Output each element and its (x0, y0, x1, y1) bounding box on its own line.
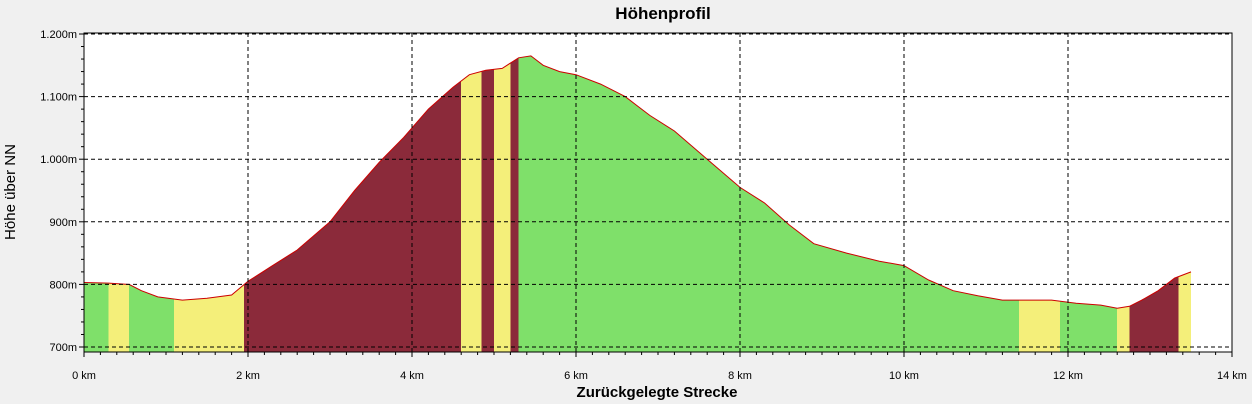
x-tick-label: 10 km (889, 370, 919, 382)
x-tick-label: 2 km (236, 370, 260, 382)
y-tick-label: 1.100m (40, 92, 77, 104)
x-tick-label: 4 km (400, 370, 424, 382)
x-tick-label: 6 km (564, 370, 588, 382)
grid-layer (84, 33, 1232, 352)
chart-title: Höhenprofil (615, 4, 710, 23)
x-axis-label: Zurückgelegte Strecke (577, 384, 738, 401)
x-tick-label: 8 km (728, 370, 752, 382)
y-tick-label: 900m (49, 217, 77, 229)
y-tick-label: 700m (49, 342, 77, 354)
elevation-area-layer (84, 55, 1192, 352)
y-axis-label: Höhe über NN (2, 144, 19, 240)
tick-layer: 700m 800m 900m 1.000m 1.100m 1.200m 0 km 2 km 4 … (40, 29, 1247, 382)
x-tick-label: 14 km (1217, 370, 1247, 382)
x-tick-label: 12 km (1053, 370, 1083, 382)
elevation-area (84, 55, 1191, 352)
y-tick-label: 1.000m (40, 154, 77, 166)
x-tick-label: 0 km (72, 370, 96, 382)
y-tick-label: 800m (49, 279, 77, 291)
y-tick-label: 1.200m (40, 29, 77, 41)
elevation-line (84, 55, 1192, 309)
